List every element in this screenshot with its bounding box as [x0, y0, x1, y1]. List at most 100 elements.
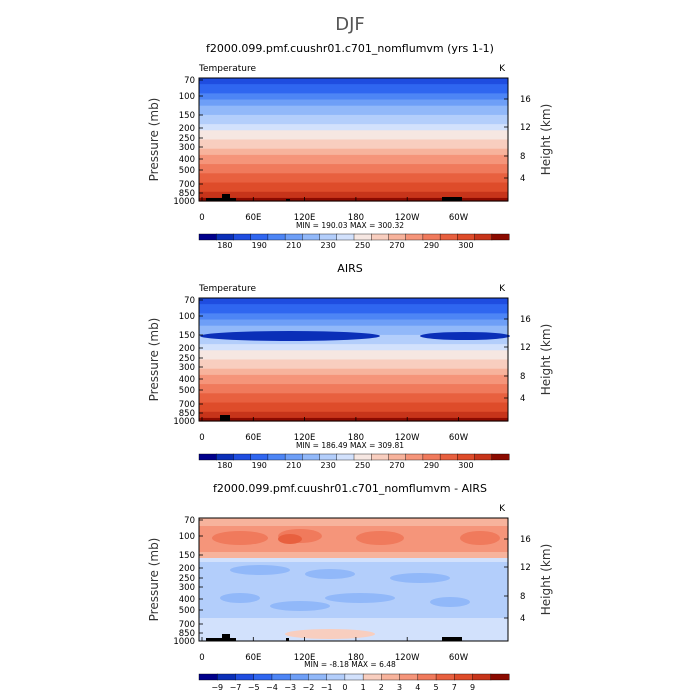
contour-band — [199, 402, 508, 407]
plot-frame — [198, 77, 509, 202]
colorbar-label: −4 — [266, 683, 278, 692]
contour-band — [199, 307, 508, 311]
y-tick-label: 850 — [179, 189, 195, 199]
colorbar-label: −3 — [284, 683, 296, 692]
panel-1: f2000.099.pmf.cuushr01.c701_nomflumvm (y… — [147, 42, 553, 250]
y-tick-label: 200 — [179, 564, 195, 574]
topography — [206, 194, 462, 201]
contour-band — [199, 87, 508, 91]
topography-mask — [442, 197, 462, 201]
contour-band — [199, 194, 508, 199]
colorbar-swatch — [457, 233, 476, 241]
contour-band — [199, 188, 508, 193]
colorbar-label: −1 — [321, 683, 333, 692]
contour-band — [199, 133, 508, 138]
contour-band — [199, 390, 508, 394]
colorbar-swatch — [371, 453, 389, 461]
colorbar-swatch — [344, 673, 364, 681]
x-axis: 0 60E 120E 180 120W 60W — [199, 417, 469, 443]
contour-band — [199, 108, 508, 113]
contour-band — [199, 145, 508, 150]
plot-frame — [198, 517, 509, 642]
colorbar-swatch — [289, 673, 309, 681]
topography-mask — [286, 199, 290, 201]
y2-tick-label: 16 — [520, 95, 531, 105]
colorbar-swatch — [405, 233, 424, 241]
x-tick-label: 60W — [449, 653, 469, 663]
cold-anomaly — [200, 331, 380, 341]
colorbar-swatch — [491, 453, 510, 461]
contour-band — [199, 154, 508, 159]
colorbar-swatch — [491, 233, 510, 241]
y-tick-label: 500 — [179, 166, 195, 176]
topography-mask — [286, 638, 289, 641]
y2-tick-label: 4 — [520, 174, 525, 184]
contour-band — [199, 170, 508, 174]
y2-tick-label: 12 — [520, 563, 531, 573]
topography-mask — [222, 634, 230, 641]
colorbar-label: 230 — [321, 241, 336, 250]
y-tick-label: 150 — [179, 111, 195, 121]
contour-band — [199, 93, 508, 98]
contour-band — [199, 182, 508, 187]
y-tick-label: 250 — [179, 134, 195, 144]
contour-band — [199, 344, 508, 348]
cold-anomaly — [305, 569, 355, 579]
colorbar-label: 210 — [286, 241, 301, 250]
colorbar-swatch — [362, 673, 382, 681]
contour-band — [199, 148, 508, 153]
y2-tick-label: 8 — [520, 592, 525, 602]
x-tick-label: 120W — [395, 213, 420, 223]
y-tick-label: 100 — [179, 532, 195, 542]
cold-anomaly — [430, 597, 470, 607]
x-tick-label: 120E — [294, 433, 316, 443]
y-tick-label: 1000 — [173, 197, 195, 207]
y-tick-label: 400 — [179, 155, 195, 165]
contour-band — [199, 411, 508, 416]
panel-title: AIRS — [337, 262, 362, 275]
y-tick-label: 200 — [179, 344, 195, 354]
cold-anomaly — [270, 601, 330, 611]
colorbar-swatch — [198, 233, 217, 241]
topography-mask — [206, 198, 236, 201]
colorbar-label: −2 — [303, 683, 315, 692]
contour-band — [199, 313, 508, 318]
x-axis: 0 60E 120E 180 120W 60W — [199, 197, 469, 223]
warm-anomaly — [460, 531, 500, 545]
contour-band — [199, 359, 508, 364]
contour-band — [199, 365, 508, 370]
y2-tick-label: 16 — [520, 315, 531, 325]
y-tick-label: 150 — [179, 551, 195, 561]
cold-anomaly — [230, 565, 290, 575]
cold-anomaly — [220, 593, 260, 603]
y-tick-label: 100 — [179, 92, 195, 102]
colorbar-swatch — [308, 673, 328, 681]
colorbar-swatch — [405, 453, 424, 461]
y-axis-label: Pressure (mb) — [147, 538, 161, 622]
y-tick-label: 400 — [179, 375, 195, 385]
contour-band — [199, 142, 508, 147]
colorbar-swatch — [198, 673, 218, 681]
colorbar-label: 250 — [355, 241, 370, 250]
colorbar-label: 180 — [217, 241, 232, 250]
x-tick-label: 120E — [294, 213, 316, 223]
colorbar-swatch — [336, 233, 355, 241]
colorbar-swatch — [267, 453, 286, 461]
contour-band — [199, 322, 508, 327]
contour-band — [199, 377, 508, 382]
y2-tick-label: 4 — [520, 394, 525, 404]
contour-band — [199, 81, 508, 85]
colorbar-swatch — [422, 233, 441, 241]
y2-tick-label: 4 — [520, 614, 525, 624]
contour-band — [199, 387, 508, 391]
contour-band — [199, 173, 508, 177]
colorbar-label: 0 — [342, 683, 347, 692]
y-tick-label: 70 — [184, 516, 195, 526]
x-tick-label: 60W — [449, 213, 469, 223]
y-tick-label: 300 — [179, 363, 195, 373]
colorbar-label: 190 — [252, 461, 267, 470]
y-tick-label: 700 — [179, 180, 195, 190]
contour-field — [199, 298, 510, 422]
